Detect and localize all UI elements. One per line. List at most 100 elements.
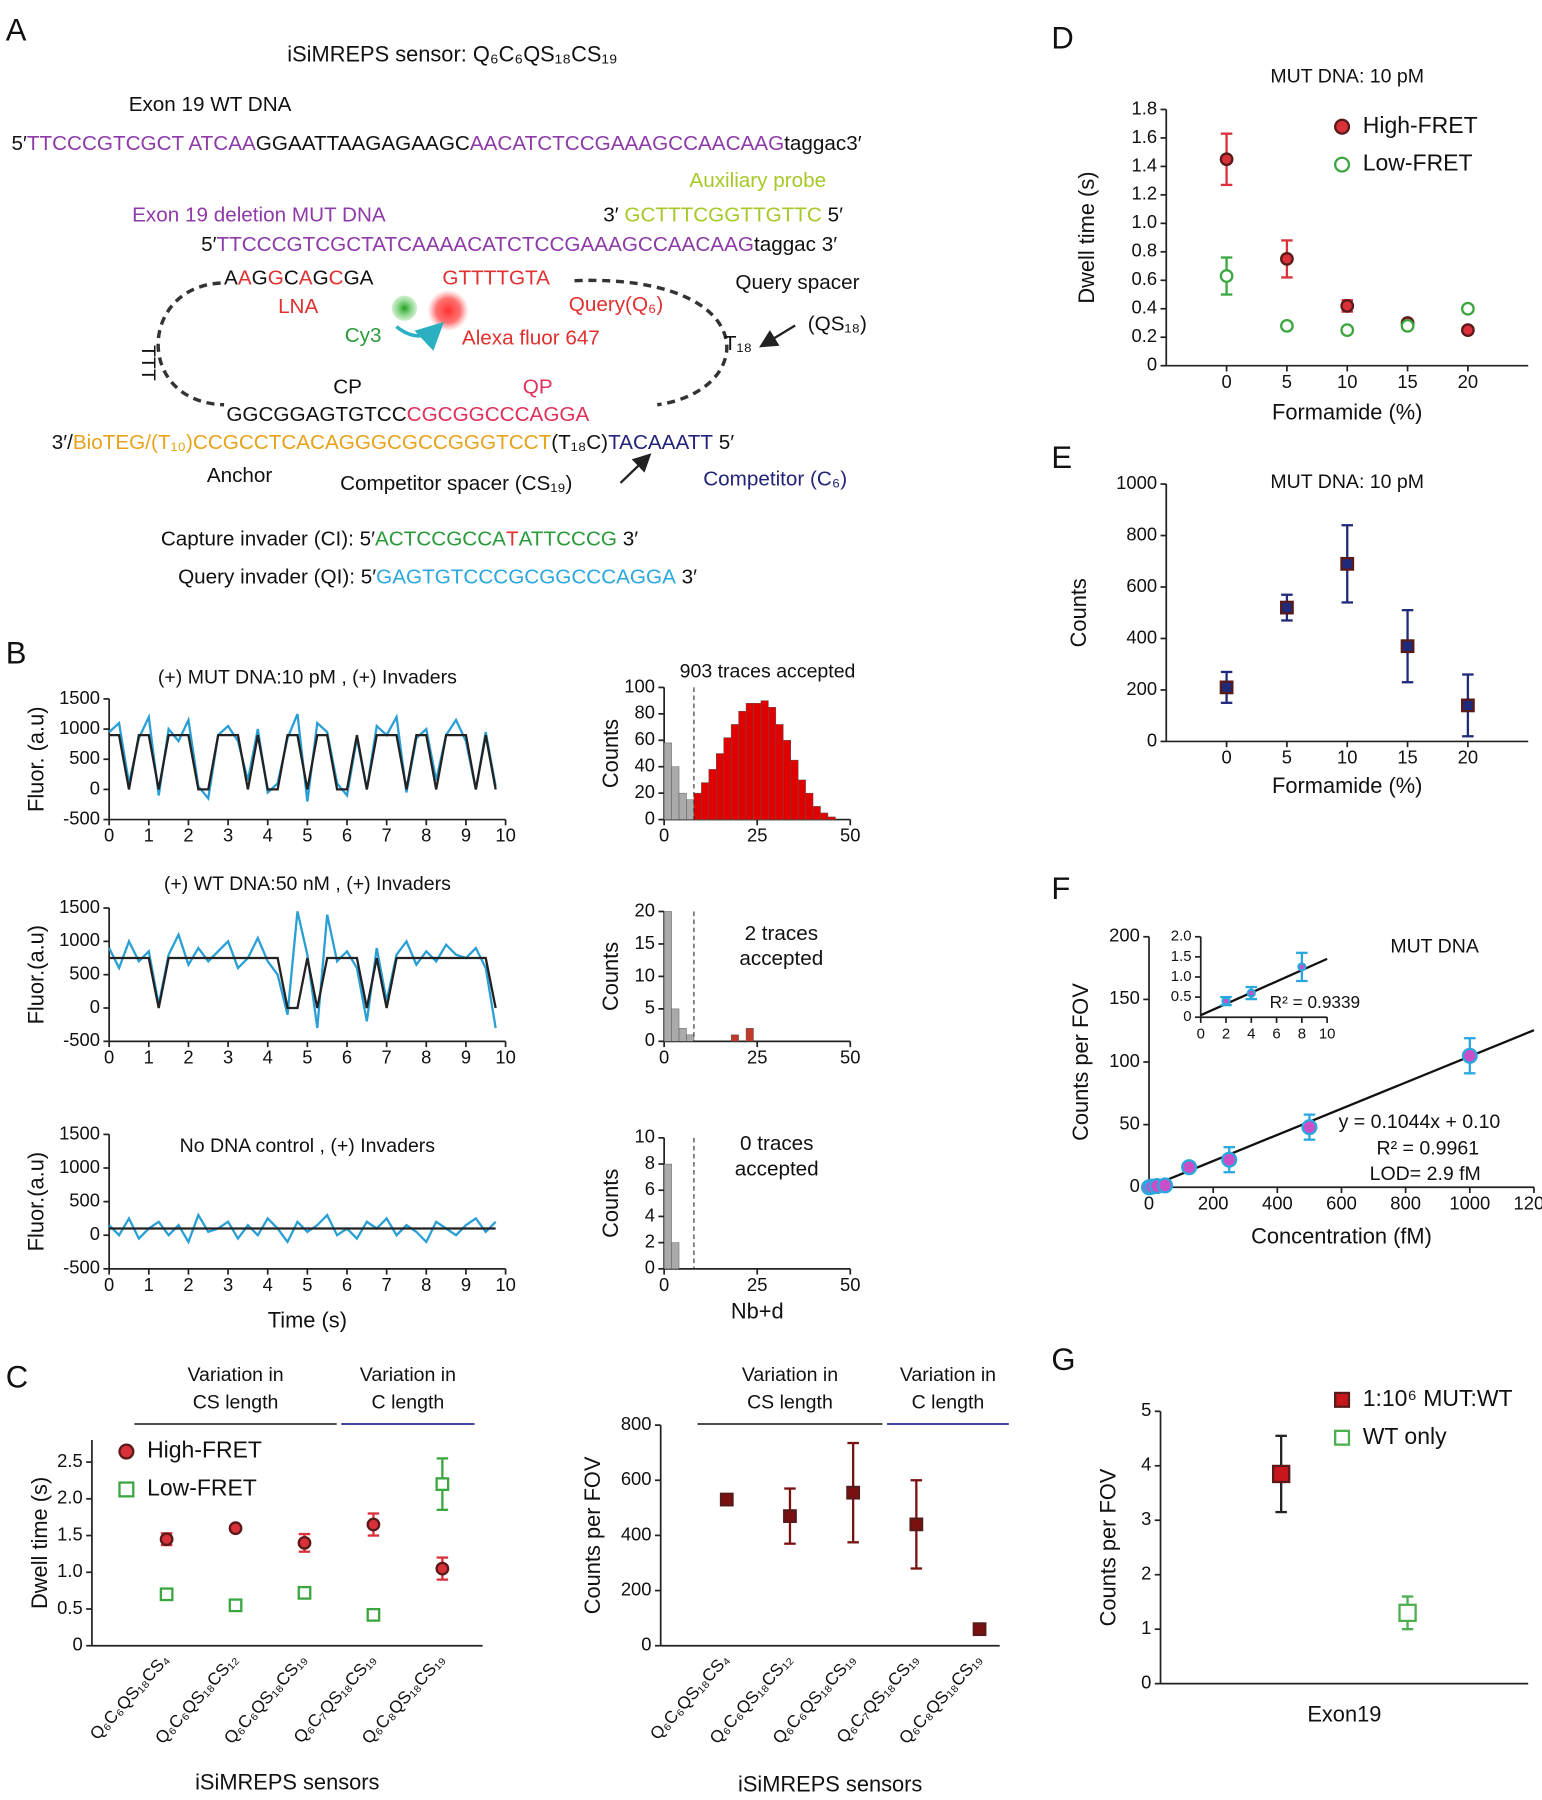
point — [1157, 1177, 1174, 1194]
y-tick-label: 0 — [1130, 1175, 1140, 1196]
y-tick-label: 200 — [1109, 925, 1140, 946]
histogram-bar — [701, 782, 710, 820]
text-segment: iSiMREPS sensor: Q₆C₆QS₁₈CS₁₉ — [287, 41, 617, 66]
text-segment: TTT — [137, 345, 159, 381]
y-tick-label: 500 — [69, 747, 100, 768]
y-tick-label: 200 — [1126, 678, 1157, 699]
alexa-dye — [427, 289, 469, 332]
y-tick-label: 5 — [645, 997, 655, 1018]
marker — [435, 1477, 450, 1492]
x-tick-label: 0 — [1221, 371, 1231, 392]
x-axis-label: iSiMREPS sensors — [738, 1772, 922, 1797]
legend-marker — [118, 1443, 135, 1460]
y-tick-label: 20 — [634, 899, 654, 920]
annotation: y = 0.1044x + 0.10 — [1339, 1111, 1501, 1133]
marker — [972, 1622, 987, 1637]
y-tick-label: 1.0 — [1171, 968, 1192, 985]
marker — [228, 1598, 243, 1613]
x-tick-label: 15 — [1397, 371, 1417, 392]
text-segment: 3′/ — [52, 431, 73, 454]
marker — [159, 1587, 174, 1602]
y-tick-label: 0.4 — [1132, 297, 1158, 318]
chart-title: MUT DNA: 10 pM — [1270, 65, 1424, 87]
text-segment: A — [299, 267, 313, 290]
histogram-bar — [768, 707, 777, 820]
y-tick-label: 1500 — [59, 896, 100, 917]
group-label: CS length — [747, 1391, 833, 1413]
arrow — [619, 453, 652, 484]
histogram-bar — [783, 740, 791, 820]
text-segment: Cy3 — [345, 324, 382, 347]
marker — [1340, 299, 1355, 313]
x-tick-label: 3 — [223, 1046, 233, 1067]
histogram-bar — [671, 1242, 680, 1270]
histogram-bar — [678, 1028, 687, 1042]
x-tick-label: 20 — [1458, 371, 1478, 392]
y-axis-label: Fluor.(a.u) — [24, 1152, 49, 1251]
histogram-bar — [775, 724, 784, 820]
sequence-text: Query(Q₆) — [569, 293, 663, 316]
x-tick-label: 0 — [1221, 747, 1231, 768]
y-tick-label: 0 — [90, 996, 100, 1017]
x-tick-label: Exon19 — [1307, 1702, 1381, 1727]
y-axis-label: Counts per FOV — [1096, 1468, 1121, 1626]
point — [1461, 1047, 1478, 1064]
y-tick-label: 800 — [621, 1413, 652, 1434]
legend-marker — [118, 1481, 135, 1498]
y-tick-label: 400 — [621, 1523, 652, 1544]
y-tick-label: 1.0 — [1132, 211, 1158, 232]
y-tick-label: 200 — [621, 1578, 652, 1599]
y-tick-label: 0 — [645, 807, 655, 828]
histogram-bar — [805, 792, 814, 820]
x-tick-label: 200 — [1198, 1192, 1229, 1213]
legend-label: WT only — [1363, 1423, 1447, 1449]
group-label: Variation in — [742, 1364, 838, 1386]
x-tick-label: 5 — [1282, 747, 1292, 768]
marker — [228, 1521, 243, 1536]
x-tick-label: 25 — [747, 1046, 767, 1067]
sequence-text: Competitor spacer (CS₁₉) — [340, 473, 572, 496]
text-segment: C — [284, 267, 299, 290]
x-axis-label: Formamide (%) — [1272, 400, 1422, 425]
x-tick-label: 1 — [144, 1046, 154, 1067]
y-tick-label: 100 — [1109, 1050, 1140, 1071]
text-segment: Competitor (C₆) — [703, 468, 847, 491]
annotation: R² = 0.9339 — [1270, 992, 1360, 1012]
text-segment: 5′ — [713, 431, 734, 454]
point — [1181, 1159, 1198, 1176]
x-tick-label: 4 — [1247, 1025, 1255, 1042]
y-tick-label: 1500 — [59, 1122, 100, 1143]
x-tick-label: 8 — [1298, 1025, 1306, 1042]
x-tick-label: 10 — [1319, 1025, 1336, 1042]
y-tick-label: 4 — [1141, 1454, 1151, 1475]
x-tick-label: 0 — [104, 825, 114, 846]
y-tick-label: 500 — [69, 1189, 100, 1210]
sequence-text: (QS₁₈) — [808, 313, 867, 336]
sequence-text: Capture invader (CI): 5′ACTCCGCCATATTCCC… — [161, 528, 638, 551]
text-segment: G — [268, 267, 284, 290]
histogram-bar — [730, 1034, 739, 1042]
x-tick-label: 25 — [747, 1274, 767, 1295]
text-segment: Alexa fluor 647 — [462, 327, 600, 350]
annotation: accepted — [739, 947, 823, 970]
x-tick-label: 8 — [421, 825, 431, 846]
sequence-text: GTTTTGTA — [442, 267, 550, 290]
text-segment: GGAATTAAGAGAAGC — [256, 133, 470, 156]
text-segment: BioTEG/(T₁₀)CCGCCTCACAGGGCGCCGGGTCCT — [73, 431, 552, 454]
y-tick-label: 50 — [1119, 1112, 1139, 1133]
trace — [108, 911, 497, 1029]
x-tick-label: 9 — [461, 1274, 471, 1295]
text-segment: Query(Q₆) — [569, 293, 663, 316]
panel-label: E — [1051, 440, 1072, 475]
y-axis-label: Dwell time (s) — [27, 1477, 52, 1609]
y-tick-label: 6 — [645, 1178, 655, 1199]
cy3-dye — [391, 295, 418, 321]
text-segment: (QS₁₈) — [808, 313, 867, 336]
sequence-text: TTT — [137, 345, 159, 381]
text-segment: G — [252, 267, 268, 290]
x-tick-label: 3 — [223, 825, 233, 846]
text-segment: Competitor spacer (CS₁₉) — [340, 473, 572, 496]
point — [1301, 1119, 1318, 1136]
text-segment: 5′ — [822, 204, 843, 227]
